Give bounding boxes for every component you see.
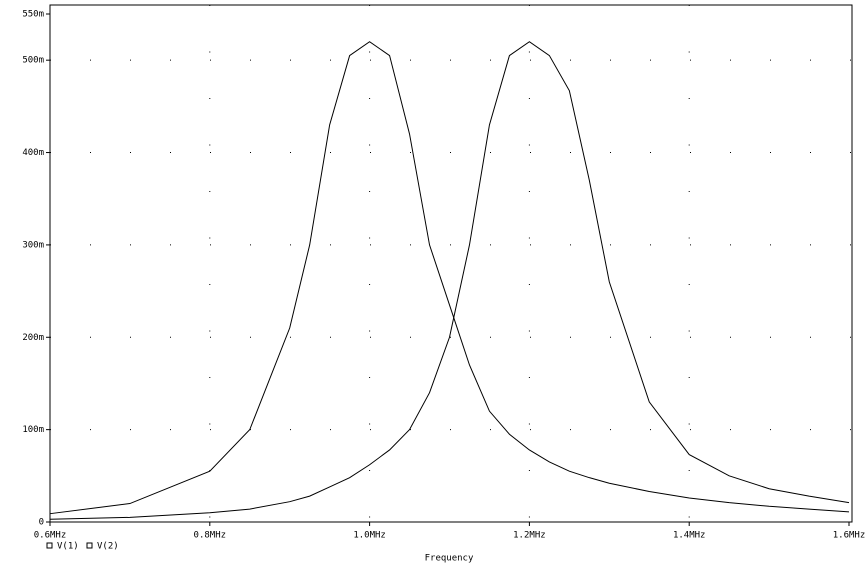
x-tick-label: 1.0MHz bbox=[353, 531, 386, 541]
y-tick-label: 500m bbox=[22, 56, 44, 66]
y-tick-label: 0 bbox=[39, 518, 44, 528]
plot-frame bbox=[49, 4, 853, 523]
x-tick-label: 0.8MHz bbox=[194, 531, 227, 541]
line bbox=[49, 41, 850, 515]
legend-marker bbox=[86, 542, 93, 549]
y-tick-label: 200m bbox=[22, 333, 44, 343]
y-tick-label: 300m bbox=[22, 240, 44, 250]
line bbox=[49, 41, 850, 520]
y-tick-label: 550m bbox=[22, 10, 44, 20]
y-tick-label: 400m bbox=[22, 148, 44, 158]
legend-marker bbox=[46, 542, 53, 549]
x-tick-label: 1.4MHz bbox=[673, 531, 706, 541]
y-tick-label: 100m bbox=[22, 425, 44, 435]
legend-label: V(1) bbox=[57, 542, 79, 552]
x-tick-label: 0.6MHz bbox=[34, 531, 67, 541]
x-tick-label: 1.6MHz bbox=[833, 531, 866, 541]
x-axis-label: Frequency bbox=[425, 554, 474, 564]
legend-label: V(2) bbox=[97, 542, 119, 552]
x-tick-label: 1.2MHz bbox=[513, 531, 546, 541]
